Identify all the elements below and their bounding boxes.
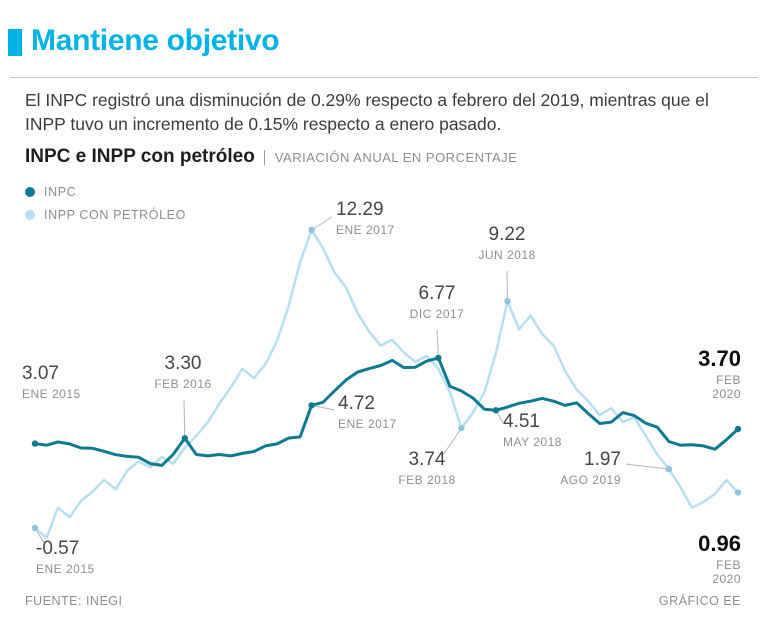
intro-text: El INPC registró una disminución de 0.29… (25, 90, 709, 134)
page-title: Mantiene objetivo (31, 24, 280, 57)
annotation-dot-icon (308, 226, 315, 234)
annotation-dot-icon (734, 489, 742, 496)
annotation-leader-line (625, 463, 669, 470)
inpp-line (33, 228, 740, 540)
annotation-leader-line (183, 399, 186, 439)
annotation-leader-line (311, 404, 336, 411)
annotation-leader-line (436, 329, 439, 358)
annotation-dot-icon (734, 425, 742, 433)
annotation-dot-icon (435, 354, 442, 362)
legend-label-inpc: INPC (44, 184, 77, 199)
chart-legend: INPC INPP CON PETRÓLEO (25, 180, 186, 226)
legend-item-inpp: INPP CON PETRÓLEO (25, 203, 186, 226)
inpc-dot-icon (25, 186, 35, 197)
chart-subtitle: VARIACIÓN ANUAL EN PORCENTAJE (263, 150, 518, 165)
legend-label-inpp: INPP CON PETRÓLEO (44, 207, 186, 222)
annotation-dot-icon (31, 440, 39, 447)
annotation-dot-icon (458, 424, 465, 432)
annotation-dot-icon (665, 465, 673, 473)
legend-item-inpc: INPC (25, 180, 186, 203)
annotation-leader-line (506, 270, 509, 302)
graphic-credit: GRÁFICO EE (658, 594, 741, 608)
annotation-dot-icon (492, 407, 500, 414)
annotation-dot-icon (308, 402, 315, 409)
annotation-dot-icon (31, 524, 39, 532)
chart-heading: INPC e INPP con petróleo VARIACIÓN ANUAL … (25, 146, 518, 168)
annotation-leader-line (442, 427, 462, 456)
annotation-dot-icon (504, 297, 511, 305)
source-credit: FUENTE: INEGI (25, 594, 123, 608)
inpc-line (33, 356, 740, 467)
chart-title: INPC e INPP con petróleo (25, 146, 255, 167)
title-bullet-icon (8, 29, 22, 56)
inpp-dot-icon (25, 209, 35, 220)
header-divider (10, 77, 758, 78)
annotation-dot-icon (181, 435, 189, 442)
annotation-leader-line (311, 216, 333, 231)
